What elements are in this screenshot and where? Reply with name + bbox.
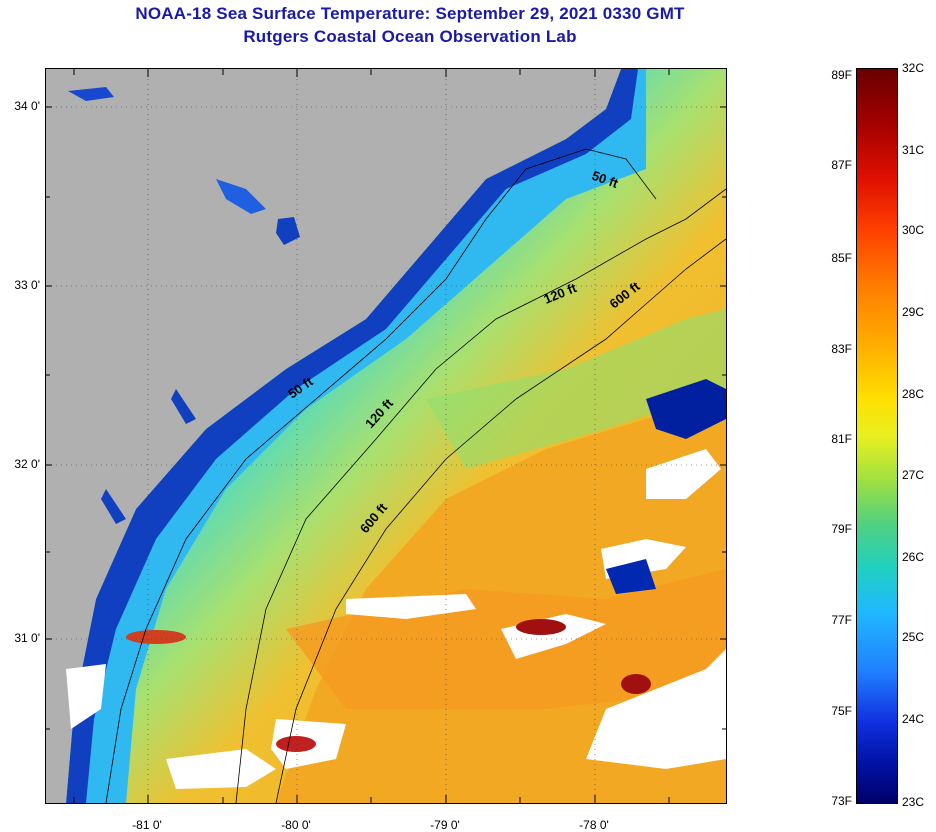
lon-label-81: -81 0' xyxy=(132,818,162,832)
map-title: NOAA-18 Sea Surface Temperature: Septemb… xyxy=(135,4,685,23)
lat-label-33: 33 0' xyxy=(14,278,40,292)
hot-spot xyxy=(126,630,186,644)
colorbar-f-label: 79F xyxy=(831,522,852,536)
depth-contours xyxy=(105,148,726,803)
cloud-area xyxy=(346,594,476,619)
offshore-cooler-band xyxy=(426,309,726,469)
lon-label-78: -78 0' xyxy=(579,818,609,832)
cloud-area xyxy=(646,449,721,499)
temperature-colorbar xyxy=(856,68,898,804)
colorbar-f-label: 83F xyxy=(831,342,852,356)
lat-label-34: 34 0' xyxy=(14,99,40,113)
map-subtitle: Rutgers Coastal Ocean Observation Lab xyxy=(243,27,577,46)
cloud-edge-cold xyxy=(606,559,656,594)
inland-lake xyxy=(216,179,266,214)
contour-600ft xyxy=(275,238,726,803)
inland-lake xyxy=(68,87,114,101)
colorbar-f-label: 77F xyxy=(831,613,852,627)
cloud-area xyxy=(586,649,726,769)
inland-lake xyxy=(276,217,300,245)
river-mouth xyxy=(171,389,196,424)
frame-ticks xyxy=(46,69,726,803)
land-area xyxy=(46,69,621,803)
hot-spot xyxy=(276,736,316,752)
cloud-area xyxy=(166,749,276,789)
colorbar-c-label: 32C xyxy=(902,61,925,75)
colorbar-f-label: 73F xyxy=(831,794,852,808)
colorbar-c-label: 27C xyxy=(902,468,925,482)
contour-120ft xyxy=(235,188,726,803)
graticule xyxy=(46,69,726,803)
river-mouth xyxy=(101,489,126,524)
colorbar-f-label: 87F xyxy=(831,158,852,172)
colorbar-c-label: 24C xyxy=(902,712,925,726)
colorbar-c-label: 25C xyxy=(902,630,925,644)
colorbar-c-label: 31C xyxy=(902,143,925,157)
colorbar-c-label: 23C xyxy=(902,795,925,809)
colorbar-c-label: 30C xyxy=(902,223,925,237)
hot-spot xyxy=(621,674,651,694)
lon-label-79: -79 0' xyxy=(430,818,460,832)
contour-50ft xyxy=(105,148,657,803)
cloud-area xyxy=(66,664,106,729)
colorbar-c-label: 26C xyxy=(902,550,925,564)
colorbar-f-label: 85F xyxy=(831,251,852,265)
colorbar-c-label: 29C xyxy=(902,305,925,319)
lat-label-31: 31 0' xyxy=(14,631,40,645)
colorbar-f-label: 81F xyxy=(831,432,852,446)
hot-spot xyxy=(516,619,566,635)
coastal-cold-water xyxy=(66,69,638,803)
lat-label-32: 32 0' xyxy=(14,457,40,471)
sst-map[interactable]: 50 ft 50 ft 120 ft 120 ft 600 ft 600 ft xyxy=(45,68,727,804)
colorbar-c-label: 28C xyxy=(902,387,925,401)
colorbar-f-label: 75F xyxy=(831,704,852,718)
cloud-edge-cold xyxy=(646,379,726,439)
colorbar-f-label: 89F xyxy=(831,68,852,82)
lon-label-80: -80 0' xyxy=(281,818,311,832)
